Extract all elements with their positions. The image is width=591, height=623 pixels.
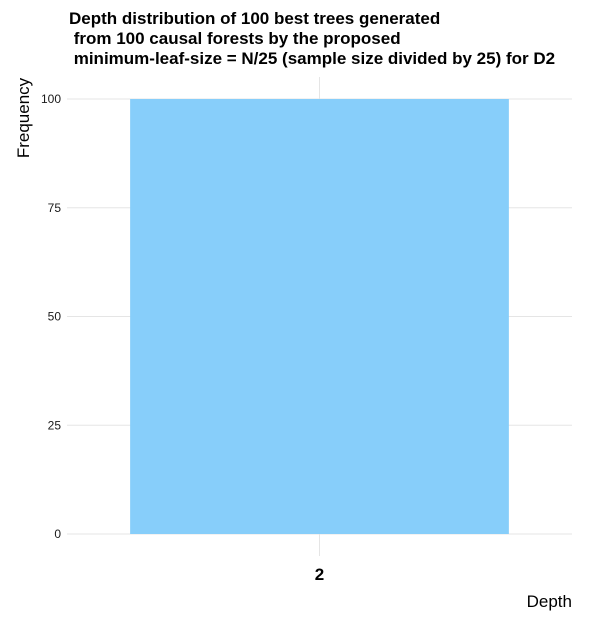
y-tick-label: 100 [41,92,61,106]
x-axis-title: Depth [527,592,572,611]
y-tick-label: 0 [54,527,61,541]
y-tick-label: 50 [48,310,62,324]
y-tick-label: 75 [48,201,62,215]
x-tick-label: 2 [315,565,324,584]
chart-title: Depth distribution of 100 best trees gen… [69,9,556,68]
bar-depth-2 [130,99,509,534]
y-axis-title: Frequency [14,77,33,158]
bars [130,99,509,534]
y-tick-labels: 0 25 50 75 100 [41,92,61,541]
y-tick-label: 25 [48,418,62,432]
x-tick-labels: 2 [315,565,324,584]
